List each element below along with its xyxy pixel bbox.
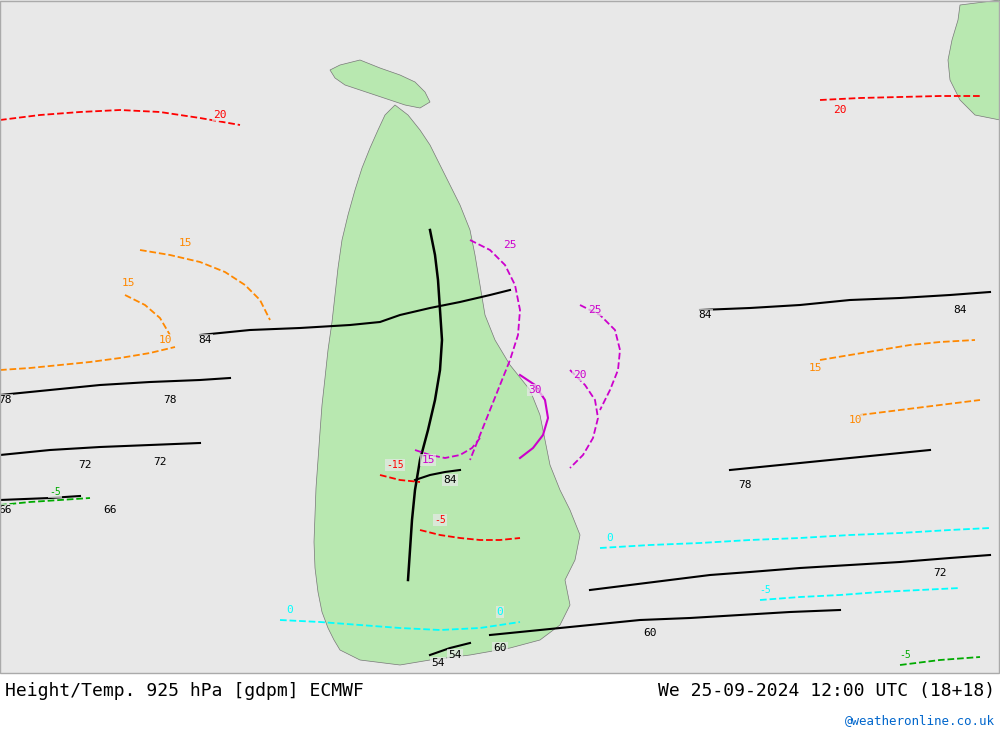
Text: We 25-09-2024 12:00 UTC (18+18): We 25-09-2024 12:00 UTC (18+18) bbox=[658, 682, 995, 700]
Text: 78: 78 bbox=[163, 395, 177, 405]
Polygon shape bbox=[948, 0, 1000, 120]
Text: 84: 84 bbox=[443, 475, 457, 485]
Text: 10: 10 bbox=[158, 335, 172, 345]
Text: 72: 72 bbox=[933, 568, 947, 578]
Text: 25: 25 bbox=[588, 305, 602, 315]
Text: 15: 15 bbox=[421, 455, 435, 465]
Text: 0: 0 bbox=[287, 605, 293, 615]
Text: Height/Temp. 925 hPa [gdpm] ECMWF: Height/Temp. 925 hPa [gdpm] ECMWF bbox=[5, 682, 364, 700]
FancyBboxPatch shape bbox=[0, 63, 1000, 713]
Text: -5: -5 bbox=[899, 650, 911, 660]
Text: 60: 60 bbox=[643, 628, 657, 638]
Text: 20: 20 bbox=[213, 110, 227, 120]
Text: 20: 20 bbox=[573, 370, 587, 380]
Text: 60: 60 bbox=[493, 643, 507, 653]
Text: 0: 0 bbox=[497, 607, 503, 617]
Text: 84: 84 bbox=[953, 305, 967, 315]
Text: 72: 72 bbox=[153, 457, 167, 467]
Text: 15: 15 bbox=[808, 363, 822, 373]
Text: -5: -5 bbox=[434, 515, 446, 525]
Text: 15: 15 bbox=[178, 238, 192, 248]
Text: 72: 72 bbox=[78, 460, 92, 470]
Text: 84: 84 bbox=[198, 335, 212, 345]
Polygon shape bbox=[330, 60, 430, 108]
Text: 54: 54 bbox=[448, 650, 462, 660]
Text: 84: 84 bbox=[698, 310, 712, 320]
Text: 0: 0 bbox=[607, 533, 613, 543]
Polygon shape bbox=[314, 105, 580, 665]
Text: 15: 15 bbox=[121, 278, 135, 288]
Text: 54: 54 bbox=[431, 658, 445, 668]
FancyBboxPatch shape bbox=[0, 673, 1000, 733]
Text: 66: 66 bbox=[0, 505, 12, 515]
Text: 30: 30 bbox=[528, 385, 542, 395]
Text: 10: 10 bbox=[848, 415, 862, 425]
Text: 78: 78 bbox=[738, 480, 752, 490]
Text: -15: -15 bbox=[386, 460, 404, 470]
Text: 78: 78 bbox=[0, 395, 12, 405]
Text: 20: 20 bbox=[833, 105, 847, 115]
Text: 66: 66 bbox=[103, 505, 117, 515]
Text: @weatheronline.co.uk: @weatheronline.co.uk bbox=[845, 715, 995, 727]
Text: -5: -5 bbox=[759, 585, 771, 595]
Text: 25: 25 bbox=[503, 240, 517, 250]
Text: -5: -5 bbox=[49, 487, 61, 497]
